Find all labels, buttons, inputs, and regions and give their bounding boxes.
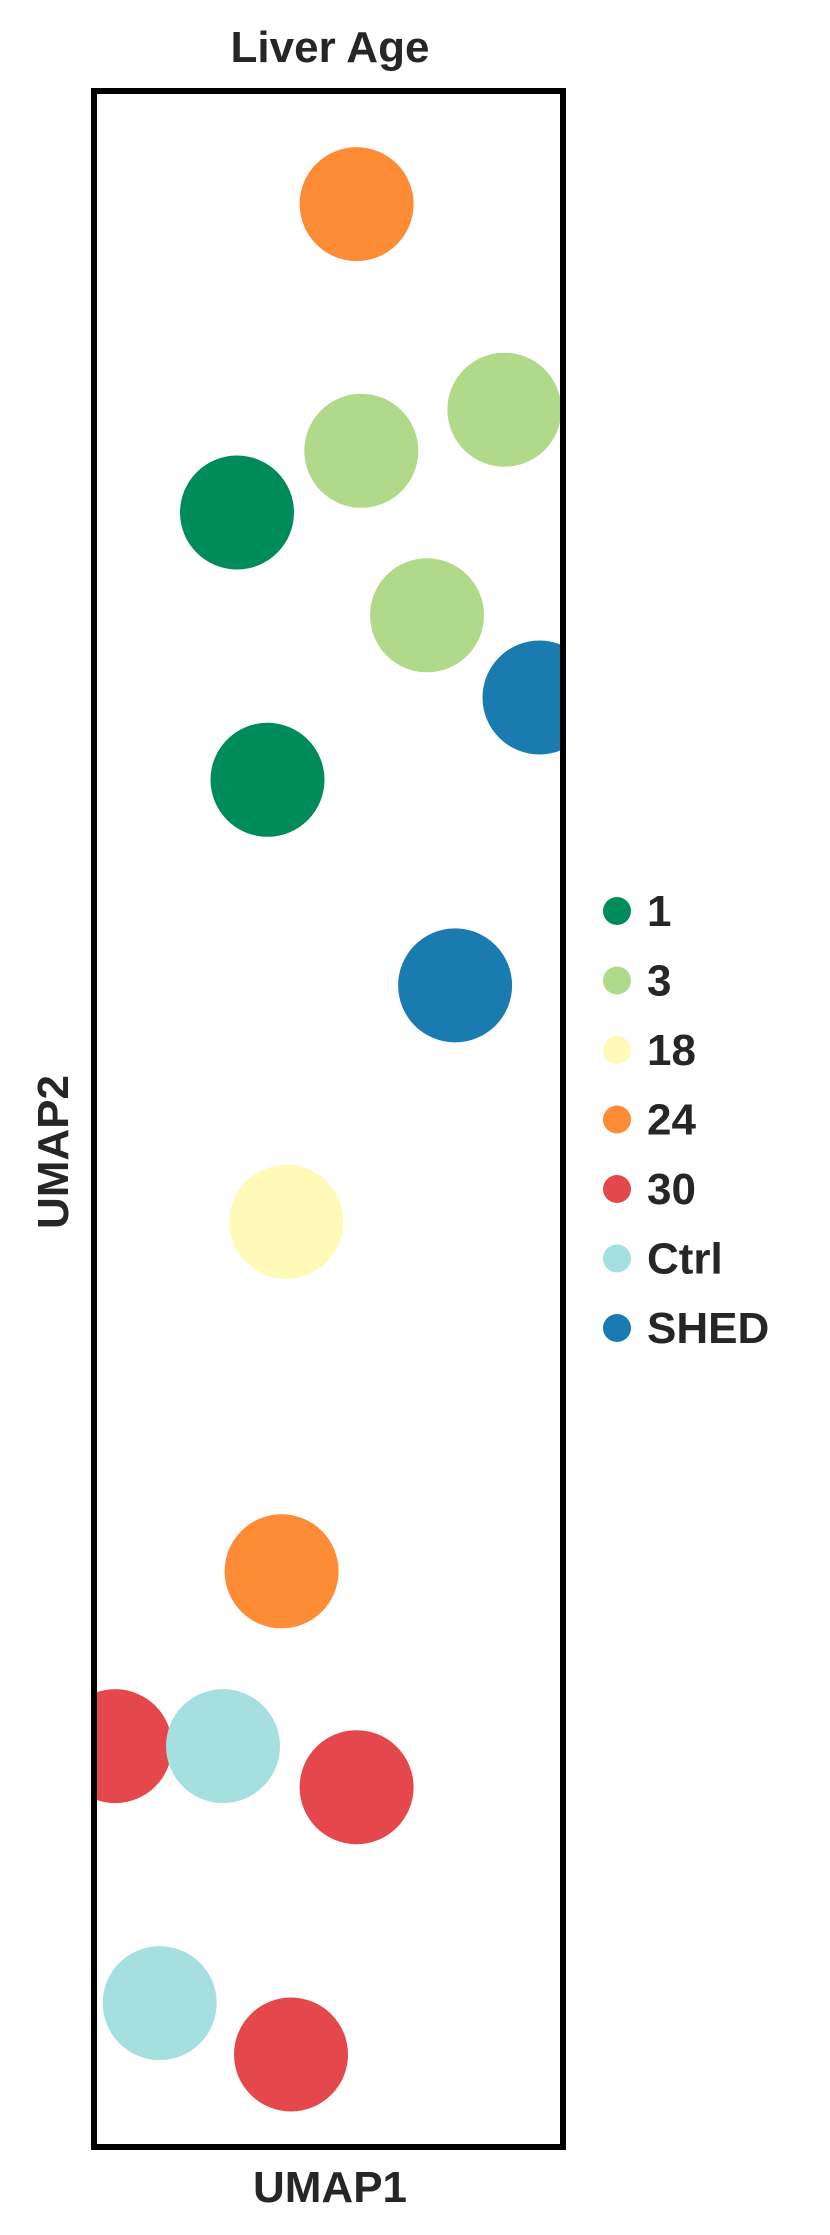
legend-label-1: 1 xyxy=(647,887,671,936)
point-series-3-3 xyxy=(370,558,484,673)
y-axis-label: UMAP2 xyxy=(29,1075,78,1229)
point-series-18-1 xyxy=(229,1164,344,1279)
point-series-1-1 xyxy=(180,455,294,570)
legend-label-ctrl: Ctrl xyxy=(647,1235,723,1284)
legend-item-ctrl: Ctrl xyxy=(603,1235,723,1284)
legend-label-18: 18 xyxy=(647,1026,696,1075)
point-series-24-2 xyxy=(224,1514,339,1629)
point-series-30-1 xyxy=(94,1689,173,1804)
legend-item-18: 18 xyxy=(603,1026,696,1075)
point-series-shed-1 xyxy=(482,640,563,755)
legend-label-3: 3 xyxy=(647,957,671,1006)
point-series-3-2 xyxy=(447,352,562,467)
point-series-shed-2 xyxy=(398,928,513,1043)
legend-marker-shed xyxy=(603,1314,631,1342)
point-series-24-1 xyxy=(299,147,414,262)
points-layer xyxy=(94,147,563,2112)
point-series-3-1 xyxy=(304,393,419,508)
legend-item-3: 3 xyxy=(603,957,671,1006)
chart-title: Liver Age xyxy=(231,23,430,72)
legend-label-30: 30 xyxy=(647,1165,696,1214)
legend-item-24: 24 xyxy=(603,1096,696,1145)
legend-marker-18 xyxy=(603,1036,631,1064)
legend-marker-30 xyxy=(603,1175,631,1203)
point-series-1-2 xyxy=(210,722,325,837)
point-series-ctrl-1 xyxy=(166,1689,280,1804)
plot-frame xyxy=(91,88,566,2150)
point-series-30-2 xyxy=(299,1730,414,1845)
x-axis-label: UMAP1 xyxy=(253,2163,407,2212)
point-series-ctrl-2 xyxy=(102,1946,217,2061)
legend: 1 3 18 24 30 Ctrl SHED xyxy=(603,887,769,1353)
legend-marker-24 xyxy=(603,1105,631,1134)
legend-marker-ctrl xyxy=(603,1244,631,1273)
legend-item-30: 30 xyxy=(603,1165,696,1214)
legend-label-shed: SHED xyxy=(647,1304,769,1353)
legend-item-1: 1 xyxy=(603,887,671,936)
legend-marker-3 xyxy=(603,966,631,995)
point-series-30-3 xyxy=(234,1997,348,2112)
legend-label-24: 24 xyxy=(647,1096,696,1145)
legend-marker-1 xyxy=(603,897,631,925)
legend-item-shed: SHED xyxy=(603,1304,769,1353)
